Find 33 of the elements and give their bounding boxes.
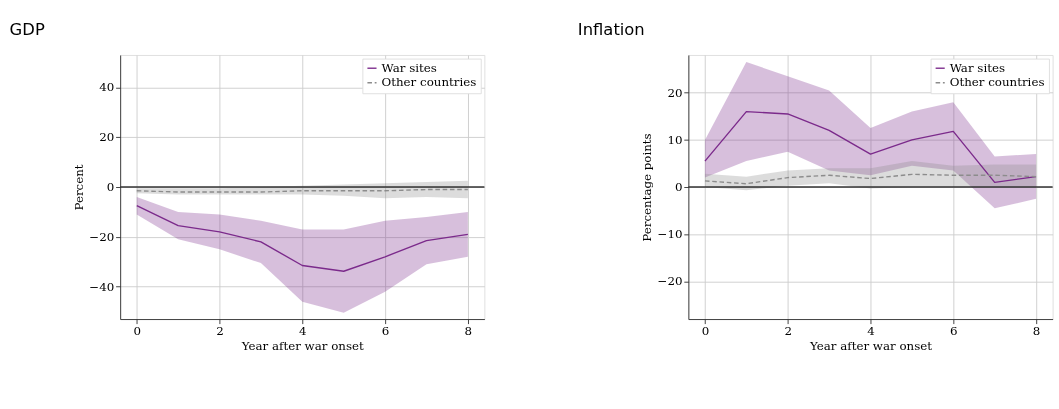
y-tick-label: −40 <box>89 279 115 294</box>
line-series <box>704 110 1037 184</box>
x-tick-label: 2 <box>784 324 792 339</box>
y-axis-title: Percent <box>71 164 86 211</box>
y-axis-title: Percentage points <box>640 133 655 242</box>
x-tick-label: 6 <box>949 324 958 339</box>
y-tick-label: 40 <box>99 80 115 95</box>
legend-label: War sites <box>949 60 1006 75</box>
line-series <box>704 173 1037 185</box>
y-tick-label: 0 <box>106 180 115 195</box>
x-tick-label: 6 <box>381 324 390 339</box>
legend-label: Other countries <box>381 75 477 90</box>
y-tick-label: 20 <box>667 85 683 100</box>
chart-title: GDP <box>9 19 45 39</box>
chart-title: Inflation <box>577 19 645 39</box>
y-tick-label: −20 <box>657 274 683 289</box>
x-tick-label: 2 <box>216 324 224 339</box>
x-tick-label: 4 <box>867 324 875 339</box>
x-tick-label: 8 <box>1032 324 1041 339</box>
x-tick-label: 0 <box>701 324 710 339</box>
legend-label: War sites <box>381 60 437 75</box>
x-axis-title: Year after war onset <box>240 339 365 354</box>
y-tick-label: 20 <box>99 130 115 145</box>
x-tick-label: 8 <box>464 324 473 339</box>
y-tick-label: −10 <box>657 227 683 242</box>
x-tick-label: 0 <box>133 324 141 339</box>
x-axis-title: Year after war onset <box>808 339 933 354</box>
line-series <box>136 205 469 272</box>
legend-label: Other countries <box>949 75 1045 90</box>
x-tick-label: 4 <box>299 324 307 339</box>
y-tick-label: −20 <box>89 229 115 244</box>
y-tick-label: 0 <box>674 180 683 195</box>
y-tick-label: 10 <box>667 132 683 147</box>
